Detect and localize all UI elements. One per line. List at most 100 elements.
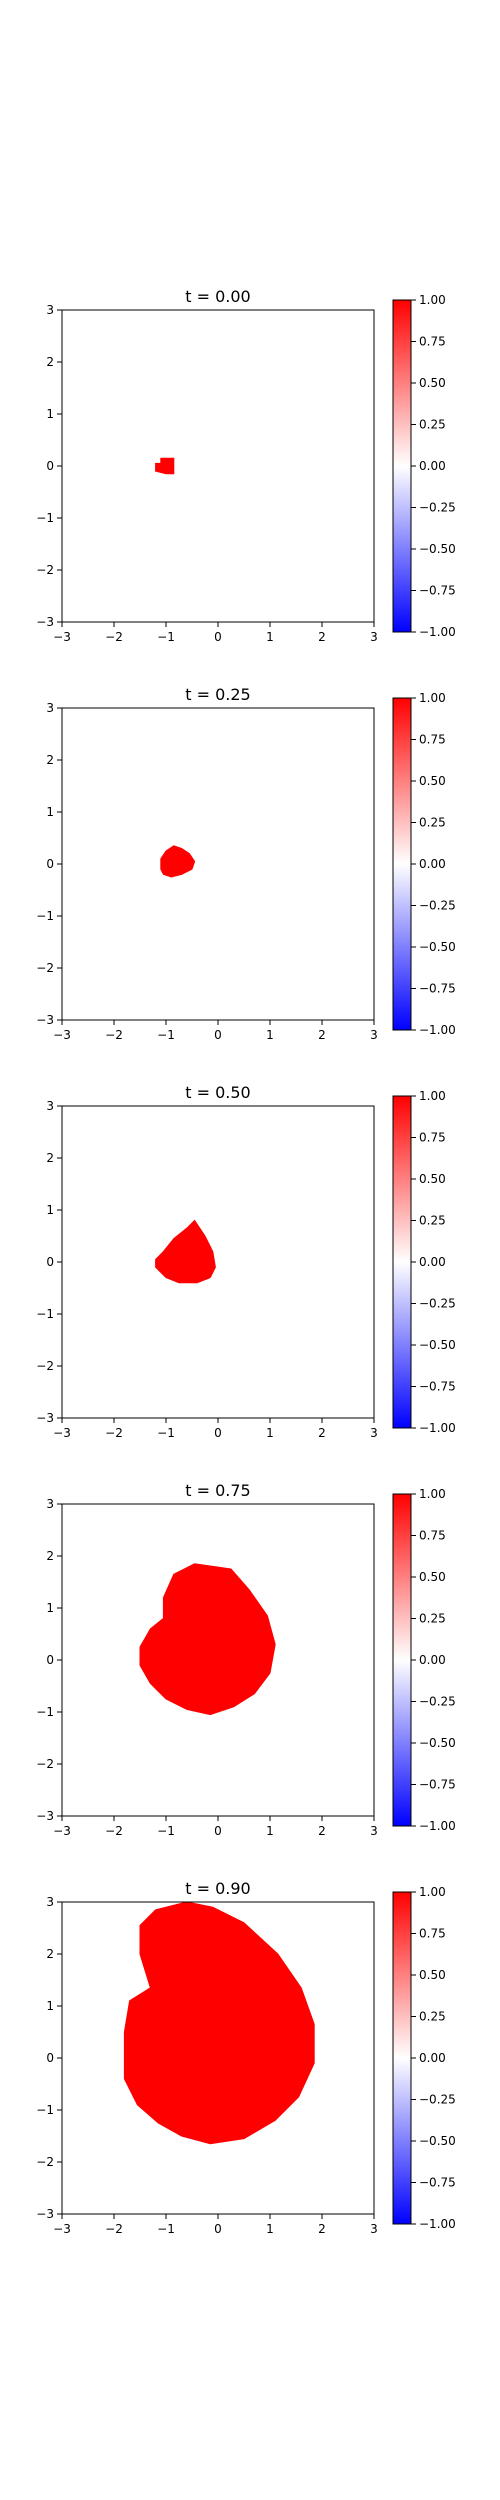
y-tick-label: 3	[46, 1895, 54, 1909]
colorbar-tick-label: 0.50	[419, 376, 446, 390]
y-tick-label: −2	[36, 1359, 54, 1373]
colorbar-tick-label: 0.00	[419, 1653, 446, 1667]
field-region	[155, 1219, 216, 1284]
colorbar-tick-label: −0.75	[419, 584, 456, 598]
x-tick-label: 0	[214, 1824, 222, 1838]
y-tick-label: −3	[36, 1013, 54, 1027]
y-tick-label: 0	[46, 459, 54, 473]
x-tick-label: −1	[157, 2222, 175, 2236]
plot-area	[62, 1106, 374, 1418]
x-tick-label: −3	[53, 1426, 71, 1440]
colorbar-tick-label: 1.00	[419, 1089, 446, 1103]
colorbar-tick-label: 0.00	[419, 459, 446, 473]
y-tick-label: 0	[46, 857, 54, 871]
colorbar-tick-label: −1.00	[419, 1421, 456, 1435]
colorbar-tick-label: 0.25	[419, 418, 446, 432]
x-tick-label: 3	[370, 1028, 378, 1042]
colorbar-tick-label: −0.75	[419, 2176, 456, 2190]
x-tick-label: −2	[105, 1426, 123, 1440]
y-tick-label: 1	[46, 1999, 54, 2013]
y-tick-label: 3	[46, 1497, 54, 1511]
colorbar-tick-label: 0.25	[419, 1214, 446, 1228]
colorbar-tick-label: −0.25	[419, 1695, 456, 1709]
y-tick-label: −3	[36, 1809, 54, 1823]
y-tick-label: 1	[46, 805, 54, 819]
panel-title: t = 0.75	[185, 1481, 250, 1500]
x-tick-label: −3	[53, 1824, 71, 1838]
field-region	[139, 1563, 276, 1716]
colorbar-tick-label: −0.50	[419, 542, 456, 556]
x-tick-label: 1	[266, 1028, 274, 1042]
colorbar-tick-label: −1.00	[419, 1023, 456, 1037]
colorbar-tick-label: 0.00	[419, 1255, 446, 1269]
y-tick-label: 2	[46, 753, 54, 767]
y-tick-label: −3	[36, 2207, 54, 2221]
colorbar-tick-label: −0.50	[419, 1736, 456, 1750]
colorbar-tick-label: 1.00	[419, 1885, 446, 1899]
colorbar-tick-label: 0.25	[419, 2010, 446, 2024]
colorbar-tick-label: 0.50	[419, 1570, 446, 1584]
colorbar-tick-label: 0.50	[419, 774, 446, 788]
colorbar-tick-label: −1.00	[419, 1819, 456, 1833]
y-tick-label: −3	[36, 1411, 54, 1425]
x-tick-label: 0	[214, 630, 222, 644]
y-tick-label: −1	[36, 511, 54, 525]
x-tick-label: −2	[105, 630, 123, 644]
colorbar-tick-label: −0.25	[419, 1297, 456, 1311]
colorbar-tick-label: 0.75	[419, 1529, 446, 1543]
colorbar-tick-label: 1.00	[419, 293, 446, 307]
panel-2: t = 0.25 −3 −2 −1 0 1 2 3 3 2 1 0 −1 −2 −3 1.00 0.75 0.50…	[36, 685, 455, 1042]
plot-area	[62, 310, 374, 622]
y-tick-label: −1	[36, 1307, 54, 1321]
y-tick-label: 2	[46, 1947, 54, 1961]
colorbar-tick-label: −1.00	[419, 625, 456, 639]
colorbar	[392, 1891, 412, 2225]
field-region	[155, 457, 175, 475]
x-tick-label: −1	[157, 1028, 175, 1042]
x-tick-label: 3	[370, 2222, 378, 2236]
colorbar-tick-label: −1.00	[419, 2217, 456, 2231]
y-tick-label: −2	[36, 1757, 54, 1771]
colorbar-tick-label: 0.50	[419, 1172, 446, 1186]
colorbar-tick-label: 0.50	[419, 1968, 446, 1982]
colorbar-tick-label: 0.00	[419, 2051, 446, 2065]
colorbar	[392, 299, 412, 633]
field-region	[123, 1902, 315, 2145]
colorbar-tick-label: 0.75	[419, 1927, 446, 1941]
panel-title: t = 0.90	[185, 1879, 250, 1898]
y-tick-label: −1	[36, 909, 54, 923]
x-tick-label: −1	[157, 1426, 175, 1440]
x-tick-label: −3	[53, 630, 71, 644]
x-tick-label: −1	[157, 630, 175, 644]
x-tick-label: 0	[214, 1426, 222, 1440]
x-tick-label: 3	[370, 1824, 378, 1838]
colorbar-tick-label: 0.75	[419, 335, 446, 349]
y-tick-label: −2	[36, 563, 54, 577]
y-tick-label: 0	[46, 1255, 54, 1269]
panel-4: t = 0.75 −3 −2 −1 0 1 2 3 3 2 1 0 −1 −2 −3 1.00 0.75 0.50…	[36, 1481, 455, 1838]
x-tick-label: 1	[266, 630, 274, 644]
x-tick-label: 3	[370, 1426, 378, 1440]
y-tick-label: −2	[36, 2155, 54, 2169]
x-tick-label: 2	[318, 630, 326, 644]
colorbar-tick-label: 0.25	[419, 816, 446, 830]
colorbar-tick-label: 1.00	[419, 691, 446, 705]
colorbar-tick-label: 0.75	[419, 733, 446, 747]
colorbar-tick-label: −0.50	[419, 1338, 456, 1352]
field-region	[160, 845, 196, 878]
y-tick-label: −3	[36, 615, 54, 629]
colorbar-tick-label: −0.25	[419, 501, 456, 515]
colorbar-tick-label: 0.25	[419, 1612, 446, 1626]
x-tick-label: −3	[53, 2222, 71, 2236]
colorbar-tick-label: −0.50	[419, 940, 456, 954]
colorbar-tick-label: −0.75	[419, 982, 456, 996]
y-tick-label: 1	[46, 1601, 54, 1615]
colorbar	[392, 1095, 412, 1429]
x-tick-label: 1	[266, 1824, 274, 1838]
y-tick-label: 3	[46, 303, 54, 317]
y-tick-label: 1	[46, 407, 54, 421]
colorbar	[392, 697, 412, 1031]
colorbar-tick-label: 0.00	[419, 857, 446, 871]
y-tick-label: 2	[46, 355, 54, 369]
